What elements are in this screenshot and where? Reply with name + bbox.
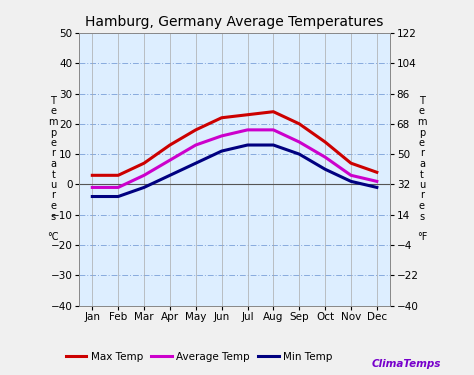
Text: a: a (419, 159, 425, 169)
Text: u: u (50, 180, 56, 190)
Text: e: e (419, 106, 425, 117)
Text: °C: °C (47, 232, 59, 243)
Text: p: p (50, 128, 56, 138)
Text: p: p (419, 128, 425, 138)
Text: a: a (50, 159, 56, 169)
Text: e: e (419, 201, 425, 211)
Text: T: T (419, 96, 425, 106)
Text: r: r (51, 190, 55, 201)
Text: m: m (48, 117, 58, 127)
Text: r: r (420, 190, 424, 201)
Text: r: r (51, 148, 55, 159)
Text: T: T (50, 96, 56, 106)
Text: t: t (420, 170, 424, 180)
Text: e: e (419, 138, 425, 148)
Text: s: s (51, 211, 56, 222)
Text: e: e (50, 106, 56, 117)
Text: e: e (50, 201, 56, 211)
Text: m: m (417, 117, 427, 127)
Text: ClimaTemps: ClimaTemps (372, 359, 441, 369)
Text: u: u (419, 180, 425, 190)
Text: r: r (420, 148, 424, 159)
Text: e: e (50, 138, 56, 148)
Text: °F: °F (417, 232, 427, 243)
Title: Hamburg, Germany Average Temperatures: Hamburg, Germany Average Temperatures (85, 15, 384, 29)
Text: t: t (51, 170, 55, 180)
Text: s: s (419, 211, 425, 222)
Legend: Max Temp, Average Temp, Min Temp: Max Temp, Average Temp, Min Temp (62, 348, 337, 366)
